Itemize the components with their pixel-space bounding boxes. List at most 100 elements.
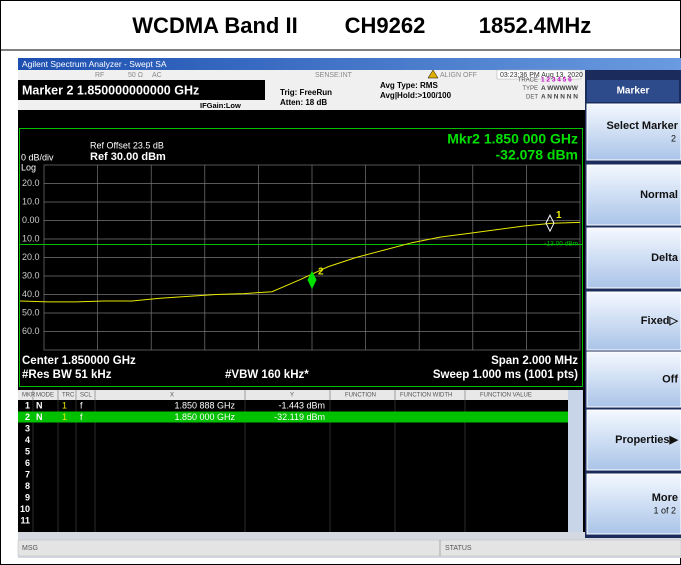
ref-level: Ref 30.00 dBm — [90, 151, 166, 163]
status-align: ALIGN OFF — [440, 72, 477, 79]
softkey[interactable] — [586, 291, 681, 351]
trace-info-value: A N N N N N — [541, 94, 578, 101]
table-cell: N — [36, 400, 43, 410]
sweep: Sweep 1.000 ms (1001 pts) — [433, 369, 578, 381]
softkey-label: Select Marker — [606, 120, 678, 132]
trace-info-value: A WWWWW — [541, 85, 579, 92]
y-tick-label: 40.0 — [22, 289, 40, 299]
y-tick-label: 50.0 — [22, 307, 40, 317]
table-cell: f — [80, 400, 83, 410]
y-tick-label: 60.0 — [22, 326, 40, 336]
table-cell: 1 — [62, 412, 67, 422]
title-frequency: 1852.4MHz — [479, 13, 592, 38]
table-cell: 10 — [20, 504, 30, 514]
softkey-title-box — [587, 80, 679, 102]
limit-label: -13.00 dBm — [544, 240, 578, 247]
setting-atten: Atten: 18 dB — [280, 98, 327, 107]
softkey[interactable] — [586, 409, 681, 471]
softkey[interactable] — [586, 473, 681, 535]
status-datetime: 03:23:36 PM Aug 13, 2020 — [500, 72, 583, 79]
softkey[interactable] — [586, 351, 681, 408]
table-header: TRC — [62, 393, 75, 399]
window-title-bar — [18, 58, 681, 70]
table-cell: 8 — [25, 481, 30, 491]
softkey-sub: 2 — [671, 133, 676, 143]
trace-info-label: TRACE — [518, 78, 538, 84]
title-channel: CH9262 — [345, 13, 426, 38]
table-cell: 3 — [25, 423, 30, 433]
table-cell: 11 — [20, 515, 30, 525]
marker-number: 1 — [556, 210, 562, 221]
softkey[interactable] — [586, 164, 681, 226]
trace-info-label: DET — [526, 95, 538, 101]
ref-offset: Ref Offset 23.5 dB — [90, 140, 164, 150]
table-cell: 1 — [62, 400, 67, 410]
softkey[interactable] — [586, 103, 681, 161]
marker — [545, 214, 555, 233]
softkey-label: Fixed▷ — [641, 315, 679, 327]
y-tick-label: 0.00 — [22, 215, 40, 225]
footer-status: STATUS — [445, 545, 472, 552]
footer-msg: MSG — [22, 545, 38, 552]
table-cell: -32.119 dBm — [274, 412, 325, 422]
marker-number: 2 — [318, 267, 324, 278]
table-cell: 6 — [25, 458, 30, 468]
table-scrollbar[interactable] — [568, 390, 583, 532]
softkey-label: Properties▶ — [615, 434, 678, 446]
align-warning-icon — [427, 69, 439, 79]
table-header: MODE — [36, 393, 54, 399]
softkey-title: Marker — [617, 86, 650, 97]
marker-label: Mkr2 1.850 000 GHz — [447, 131, 578, 147]
table-cell: 7 — [25, 469, 30, 479]
plot-border — [19, 128, 583, 387]
softkey-label: Delta — [651, 252, 679, 264]
status-impedance: 50 Ω — [128, 72, 143, 79]
table-cell: 4 — [25, 435, 30, 445]
table-header: FUNCTION — [345, 393, 376, 399]
trace-info-value: 1 2 3 4 5 6 — [541, 77, 572, 84]
y-tick-label: 10.0 — [22, 233, 40, 243]
selected-row — [18, 411, 568, 423]
rbw: #Res BW 51 kHz — [22, 369, 112, 381]
center: Center 1.850000 GHz — [22, 355, 136, 367]
softkey-label: More — [652, 492, 678, 504]
vbw: #VBW 160 kHz* — [225, 369, 309, 381]
marker — [307, 270, 317, 290]
title-band: WCDMA Band II — [132, 13, 297, 38]
table-cell: 5 — [25, 446, 30, 456]
table-header: MKR — [22, 393, 36, 399]
footer-bar — [17, 539, 681, 557]
softkey-sub: 1 of 2 — [653, 505, 676, 515]
marker-value: -32.078 dBm — [496, 147, 578, 163]
status-sense: SENSE:INT — [315, 72, 353, 79]
table-header: X — [170, 393, 174, 399]
y-tick-label: 20.0 — [22, 178, 40, 188]
setting-avg-hold: Avg|Hold:>100/100 — [380, 91, 452, 100]
datetime-box — [496, 69, 582, 80]
softkey-label: Normal — [640, 189, 678, 201]
table-cell: -1.443 dBm — [278, 400, 325, 410]
trace — [19, 221, 581, 303]
softkey[interactable] — [586, 227, 681, 289]
table-header: SCL — [80, 393, 92, 399]
span: Span 2.000 MHz — [491, 355, 578, 367]
y-tick-label: 10.0 — [22, 196, 40, 206]
softkey-label: Off — [662, 373, 678, 385]
table-cell: 2 — [25, 412, 30, 422]
table-header-bar — [18, 390, 568, 400]
status-coupling: AC — [152, 72, 162, 79]
table-header: FUNCTION WIDTH — [400, 393, 452, 399]
setting-pno: PNO: Wide — [200, 92, 239, 101]
table-header: Y — [290, 393, 294, 399]
trace-info-label: TYPE — [522, 86, 538, 92]
table-cell: 9 — [25, 492, 30, 502]
table-cell: 1 — [25, 400, 30, 410]
plot-background — [18, 110, 585, 390]
table-cell: 1.850 888 GHz — [174, 400, 235, 410]
table-cell: 1.850 000 GHz — [174, 412, 235, 422]
setting-ifgain: IFGain:Low — [200, 101, 241, 110]
table-header: FUNCTION VALUE — [480, 393, 532, 399]
y-tick-label: 30.0 — [22, 270, 40, 280]
setting-trig: Trig: FreeRun — [280, 88, 332, 97]
